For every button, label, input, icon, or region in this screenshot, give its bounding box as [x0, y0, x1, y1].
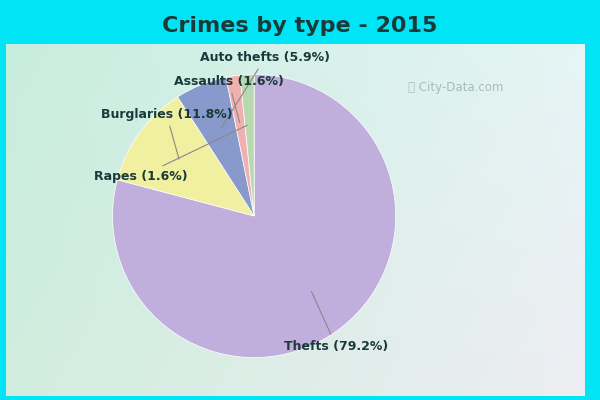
Text: Rapes (1.6%): Rapes (1.6%) — [94, 125, 247, 183]
Wedge shape — [113, 74, 395, 358]
Text: ⓘ City-Data.com: ⓘ City-Data.com — [408, 82, 503, 94]
Wedge shape — [178, 77, 254, 216]
Wedge shape — [240, 74, 254, 216]
Text: Burglaries (11.8%): Burglaries (11.8%) — [101, 108, 232, 159]
Wedge shape — [118, 97, 254, 216]
Text: Thefts (79.2%): Thefts (79.2%) — [284, 292, 388, 353]
Text: Assaults (1.6%): Assaults (1.6%) — [174, 75, 284, 122]
Wedge shape — [226, 75, 254, 216]
Text: Crimes by type - 2015: Crimes by type - 2015 — [163, 16, 437, 36]
Text: Auto thefts (5.9%): Auto thefts (5.9%) — [200, 51, 331, 128]
